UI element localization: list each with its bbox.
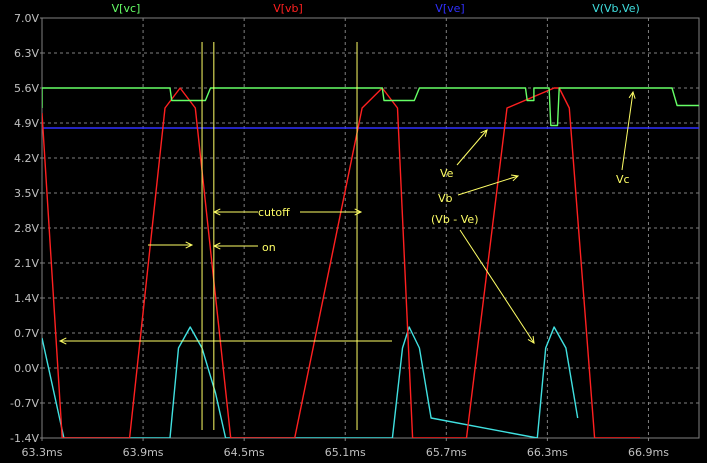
annotation-vb: Vb [438, 192, 453, 205]
on-arrow-left-head [185, 241, 194, 249]
x-tick-label: 65.7ms [426, 446, 467, 459]
series-line-v-vb-ve [42, 326, 579, 438]
y-tick-label: 5.6V [14, 82, 39, 95]
cursor-lines[interactable] [201, 42, 358, 430]
vb-arrow-head [511, 174, 520, 182]
v-vbve-arrow-left-head [58, 337, 67, 345]
y-tick-label: 3.5V [14, 187, 39, 200]
ve-arrow [456, 129, 488, 166]
series-layer [42, 87, 699, 438]
vb-arrow [457, 175, 519, 196]
annotation-ve: Ve [440, 167, 454, 180]
y-tick-label: 2.8V [14, 222, 39, 235]
series-line-v-vc [42, 87, 699, 127]
vb-ve-arrow-head [527, 335, 535, 344]
annotation-vb-ve: (Vb - Ve) [431, 213, 479, 226]
y-tick-label: -1.4V [10, 432, 39, 445]
y-tick-label: 4.2V [14, 152, 39, 165]
y-tick-label: 6.3V [14, 47, 39, 60]
y-tick-label: 4.9V [14, 117, 39, 130]
y-tick-label: 2.1V [14, 257, 39, 270]
legend: V[vc] V[vb] V[ve] V(Vb,Ve) [112, 2, 640, 15]
on-arrow-right-head [212, 242, 221, 250]
y-tick-label: 1.4V [14, 292, 39, 305]
vb-ve-arrow [459, 229, 535, 344]
annotations: cutoff on Ve Vb (Vb - Ve) Vc [58, 90, 636, 345]
y-tick-label: 0.0V [14, 362, 39, 375]
x-tick-label: 63.3ms [22, 446, 63, 459]
annotation-vc: Vc [616, 173, 630, 186]
y-tick-label: 7.0V [14, 12, 39, 25]
x-tick-label: 64.5ms [224, 446, 265, 459]
legend-entry-v-vb[interactable]: V[vb] [273, 2, 303, 15]
tick-labels: 7.0V 6.3V 5.6V 4.9V 4.2V 3.5V 2.8V 2.1V 1.4V 0.7V… [10, 12, 669, 459]
annotation-on: on [262, 241, 276, 254]
y-tick-label: 0.7V [14, 327, 39, 340]
x-tick-label: 66.3ms [527, 446, 568, 459]
legend-entry-v-vb-ve[interactable]: V(Vb,Ve) [592, 2, 640, 15]
y-tick-label: -0.7V [10, 397, 39, 410]
vc-arrow-head [628, 90, 636, 99]
ve-arrow-head [480, 129, 488, 137]
x-tick-label: 65.1ms [325, 446, 366, 459]
legend-entry-v-vc[interactable]: V[vc] [112, 2, 141, 15]
x-tick-label: 66.9ms [628, 446, 669, 459]
legend-entry-v-ve[interactable]: V[ve] [435, 2, 464, 15]
x-tick-label: 63.9ms [123, 446, 164, 459]
cutoff-arrow-left-head [212, 208, 221, 216]
vc-arrow [621, 91, 634, 171]
cutoff-arrow-right-head [354, 208, 363, 216]
annotation-cutoff: cutoff [258, 206, 290, 219]
